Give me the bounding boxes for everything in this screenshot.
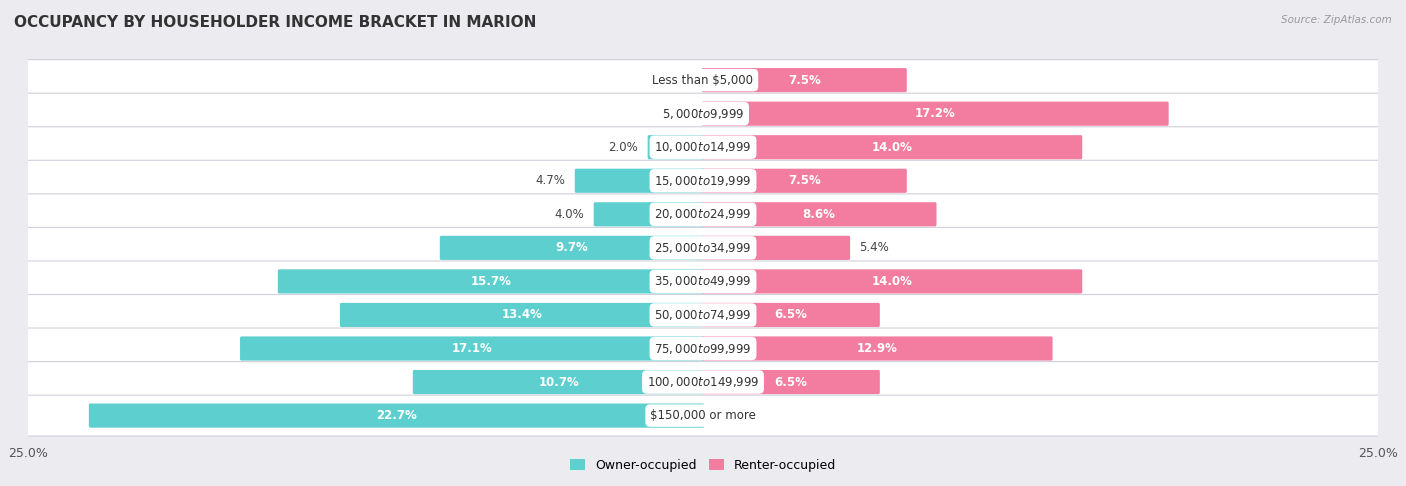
FancyBboxPatch shape xyxy=(702,336,1053,361)
FancyBboxPatch shape xyxy=(89,403,704,428)
Text: $100,000 to $149,999: $100,000 to $149,999 xyxy=(647,375,759,389)
Text: $15,000 to $19,999: $15,000 to $19,999 xyxy=(654,174,752,188)
Text: 0.0%: 0.0% xyxy=(662,73,692,87)
FancyBboxPatch shape xyxy=(340,303,704,327)
FancyBboxPatch shape xyxy=(702,169,907,193)
Text: 14.0%: 14.0% xyxy=(872,275,912,288)
FancyBboxPatch shape xyxy=(15,362,1391,402)
FancyBboxPatch shape xyxy=(15,127,1391,168)
FancyBboxPatch shape xyxy=(702,236,851,260)
Text: 2.0%: 2.0% xyxy=(609,141,638,154)
FancyBboxPatch shape xyxy=(15,395,1391,436)
Text: $150,000 or more: $150,000 or more xyxy=(650,409,756,422)
Text: Source: ZipAtlas.com: Source: ZipAtlas.com xyxy=(1281,15,1392,25)
Text: Less than $5,000: Less than $5,000 xyxy=(652,73,754,87)
Text: $10,000 to $14,999: $10,000 to $14,999 xyxy=(654,140,752,154)
Text: $25,000 to $34,999: $25,000 to $34,999 xyxy=(654,241,752,255)
FancyBboxPatch shape xyxy=(702,102,1168,126)
Text: 7.5%: 7.5% xyxy=(787,174,821,187)
Text: 9.7%: 9.7% xyxy=(555,242,589,254)
FancyBboxPatch shape xyxy=(575,169,704,193)
Text: 0.0%: 0.0% xyxy=(714,409,744,422)
FancyBboxPatch shape xyxy=(702,269,1083,294)
Text: 12.9%: 12.9% xyxy=(856,342,897,355)
FancyBboxPatch shape xyxy=(648,135,704,159)
Text: $50,000 to $74,999: $50,000 to $74,999 xyxy=(654,308,752,322)
Text: 5.4%: 5.4% xyxy=(859,242,890,254)
FancyBboxPatch shape xyxy=(240,336,704,361)
FancyBboxPatch shape xyxy=(278,269,704,294)
Text: 0.0%: 0.0% xyxy=(662,107,692,120)
FancyBboxPatch shape xyxy=(15,60,1391,101)
FancyBboxPatch shape xyxy=(15,261,1391,302)
FancyBboxPatch shape xyxy=(702,303,880,327)
Text: 17.2%: 17.2% xyxy=(915,107,956,120)
Text: 4.7%: 4.7% xyxy=(536,174,565,187)
Text: 17.1%: 17.1% xyxy=(451,342,492,355)
FancyBboxPatch shape xyxy=(702,202,936,226)
FancyBboxPatch shape xyxy=(413,370,704,394)
Text: 13.4%: 13.4% xyxy=(502,309,543,321)
Text: 14.0%: 14.0% xyxy=(872,141,912,154)
FancyBboxPatch shape xyxy=(15,328,1391,369)
Text: 8.6%: 8.6% xyxy=(803,208,835,221)
FancyBboxPatch shape xyxy=(15,93,1391,134)
Text: 10.7%: 10.7% xyxy=(538,376,579,388)
FancyBboxPatch shape xyxy=(593,202,704,226)
Text: 4.0%: 4.0% xyxy=(554,208,585,221)
Text: 15.7%: 15.7% xyxy=(471,275,512,288)
FancyBboxPatch shape xyxy=(15,295,1391,335)
Text: $5,000 to $9,999: $5,000 to $9,999 xyxy=(662,106,744,121)
FancyBboxPatch shape xyxy=(702,370,880,394)
Text: 22.7%: 22.7% xyxy=(377,409,418,422)
FancyBboxPatch shape xyxy=(15,227,1391,268)
Text: $35,000 to $49,999: $35,000 to $49,999 xyxy=(654,275,752,288)
Text: 6.5%: 6.5% xyxy=(775,376,807,388)
FancyBboxPatch shape xyxy=(440,236,704,260)
Legend: Owner-occupied, Renter-occupied: Owner-occupied, Renter-occupied xyxy=(565,453,841,477)
Text: 6.5%: 6.5% xyxy=(775,309,807,321)
Text: $20,000 to $24,999: $20,000 to $24,999 xyxy=(654,208,752,221)
Text: $75,000 to $99,999: $75,000 to $99,999 xyxy=(654,342,752,355)
FancyBboxPatch shape xyxy=(702,68,907,92)
Text: 7.5%: 7.5% xyxy=(787,73,821,87)
FancyBboxPatch shape xyxy=(15,160,1391,201)
FancyBboxPatch shape xyxy=(15,194,1391,235)
FancyBboxPatch shape xyxy=(702,135,1083,159)
Text: OCCUPANCY BY HOUSEHOLDER INCOME BRACKET IN MARION: OCCUPANCY BY HOUSEHOLDER INCOME BRACKET … xyxy=(14,15,537,30)
